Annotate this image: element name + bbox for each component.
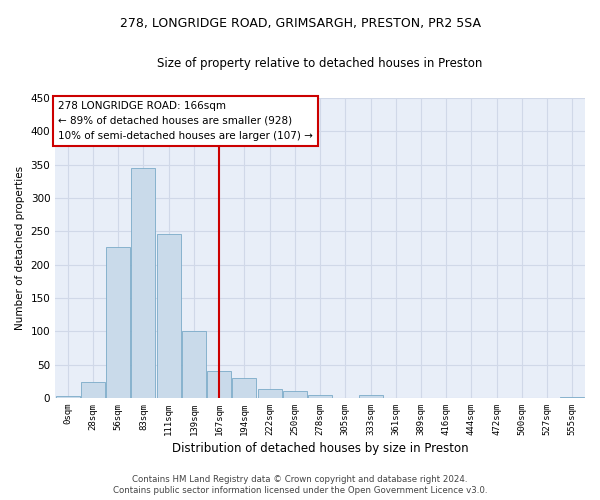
X-axis label: Distribution of detached houses by size in Preston: Distribution of detached houses by size … xyxy=(172,442,469,455)
Bar xyxy=(131,168,155,398)
Bar xyxy=(308,394,332,398)
Bar xyxy=(81,382,105,398)
Bar xyxy=(232,378,256,398)
Y-axis label: Number of detached properties: Number of detached properties xyxy=(15,166,25,330)
Bar xyxy=(157,234,181,398)
Bar xyxy=(106,248,130,398)
Bar xyxy=(56,396,80,398)
Bar xyxy=(207,370,231,398)
Bar xyxy=(257,390,281,398)
Bar xyxy=(560,396,584,398)
Text: Contains HM Land Registry data © Crown copyright and database right 2024.: Contains HM Land Registry data © Crown c… xyxy=(132,475,468,484)
Bar xyxy=(359,394,383,398)
Text: 278, LONGRIDGE ROAD, GRIMSARGH, PRESTON, PR2 5SA: 278, LONGRIDGE ROAD, GRIMSARGH, PRESTON,… xyxy=(119,18,481,30)
Title: Size of property relative to detached houses in Preston: Size of property relative to detached ho… xyxy=(157,58,483,70)
Bar xyxy=(283,392,307,398)
Text: Contains public sector information licensed under the Open Government Licence v3: Contains public sector information licen… xyxy=(113,486,487,495)
Text: 278 LONGRIDGE ROAD: 166sqm
← 89% of detached houses are smaller (928)
10% of sem: 278 LONGRIDGE ROAD: 166sqm ← 89% of deta… xyxy=(58,101,313,140)
Bar xyxy=(182,332,206,398)
